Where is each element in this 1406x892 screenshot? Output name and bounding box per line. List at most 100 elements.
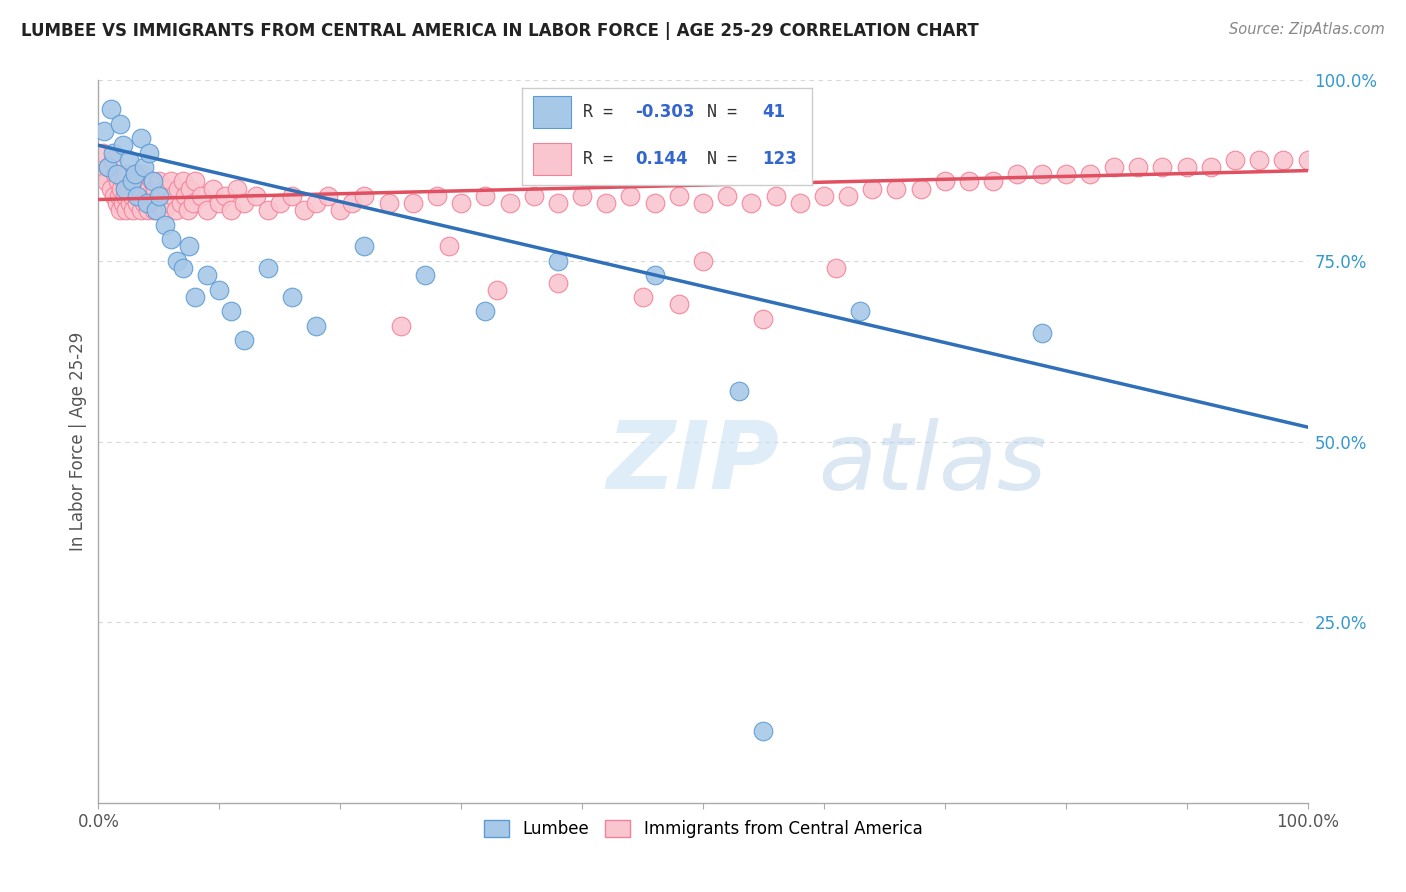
- Point: [752, 723, 775, 738]
- Point: [108, 189, 131, 203]
- Point: [195, 268, 218, 283]
- Point: [150, 189, 173, 203]
- Point: [101, 145, 124, 160]
- Point: [353, 239, 375, 253]
- Point: [184, 174, 207, 188]
- Point: [129, 131, 152, 145]
- Point: [305, 318, 328, 333]
- Point: [177, 203, 200, 218]
- Point: [100, 182, 122, 196]
- Point: [281, 290, 304, 304]
- Point: [118, 196, 141, 211]
- Point: [377, 196, 399, 211]
- Point: [631, 290, 654, 304]
- Point: [90, 167, 112, 181]
- Text: atlas: atlas: [818, 417, 1046, 508]
- Point: [716, 189, 738, 203]
- Point: [152, 203, 174, 218]
- Point: [1296, 153, 1319, 167]
- Point: [103, 189, 125, 203]
- Point: [232, 196, 254, 211]
- Point: [765, 189, 787, 203]
- Text: LUMBEE VS IMMIGRANTS FROM CENTRAL AMERICA IN LABOR FORCE | AGE 25-29 CORRELATION: LUMBEE VS IMMIGRANTS FROM CENTRAL AMERIC…: [21, 22, 979, 40]
- Point: [437, 239, 460, 253]
- Point: [413, 268, 436, 283]
- Point: [190, 189, 212, 203]
- Point: [127, 196, 149, 211]
- Point: [1102, 160, 1125, 174]
- Point: [111, 196, 134, 211]
- Point: [162, 189, 184, 203]
- Point: [644, 268, 666, 283]
- Point: [134, 196, 156, 211]
- Point: [135, 189, 157, 203]
- Point: [138, 182, 160, 196]
- Point: [837, 189, 859, 203]
- Point: [138, 145, 160, 160]
- Point: [789, 196, 811, 211]
- Point: [179, 182, 201, 196]
- Point: [169, 196, 191, 211]
- Point: [910, 182, 932, 196]
- Point: [127, 174, 149, 188]
- Point: [143, 203, 166, 218]
- Point: [668, 297, 690, 311]
- Point: [1128, 160, 1150, 174]
- Point: [110, 182, 132, 196]
- Point: [752, 311, 775, 326]
- Point: [93, 124, 115, 138]
- Point: [214, 189, 236, 203]
- Point: [547, 276, 569, 290]
- Point: [221, 304, 243, 318]
- Point: [184, 290, 207, 304]
- Point: [160, 232, 183, 246]
- Point: [157, 196, 180, 211]
- Point: [127, 189, 149, 203]
- Point: [105, 167, 128, 181]
- Point: [202, 182, 225, 196]
- Point: [342, 196, 364, 211]
- Point: [886, 182, 908, 196]
- Point: [1272, 153, 1295, 167]
- Point: [105, 196, 128, 211]
- Point: [981, 174, 1004, 188]
- Point: [849, 304, 872, 318]
- Point: [153, 218, 176, 232]
- Point: [353, 189, 375, 203]
- Point: [1054, 167, 1077, 181]
- Point: [402, 196, 425, 211]
- Point: [101, 153, 124, 167]
- Point: [174, 189, 197, 203]
- Point: [148, 174, 170, 188]
- Text: Source: ZipAtlas.com: Source: ZipAtlas.com: [1229, 22, 1385, 37]
- Point: [155, 182, 177, 196]
- Point: [1223, 153, 1246, 167]
- Point: [692, 253, 714, 268]
- Point: [166, 253, 188, 268]
- Point: [97, 160, 120, 174]
- Point: [226, 182, 249, 196]
- Point: [107, 174, 129, 188]
- Legend: Lumbee, Immigrants from Central America: Lumbee, Immigrants from Central America: [477, 814, 929, 845]
- Point: [571, 189, 593, 203]
- Point: [860, 182, 883, 196]
- Point: [122, 203, 145, 218]
- Point: [450, 196, 472, 211]
- Point: [148, 189, 170, 203]
- Point: [934, 174, 956, 188]
- Point: [121, 189, 143, 203]
- Point: [132, 182, 155, 196]
- Point: [547, 253, 569, 268]
- Point: [547, 196, 569, 211]
- Point: [135, 174, 157, 188]
- Point: [269, 196, 291, 211]
- Point: [134, 160, 156, 174]
- Point: [120, 174, 142, 188]
- Point: [94, 174, 117, 188]
- Point: [1199, 160, 1222, 174]
- Point: [692, 196, 714, 211]
- Point: [668, 189, 690, 203]
- Point: [498, 196, 520, 211]
- Point: [825, 261, 848, 276]
- Point: [114, 189, 136, 203]
